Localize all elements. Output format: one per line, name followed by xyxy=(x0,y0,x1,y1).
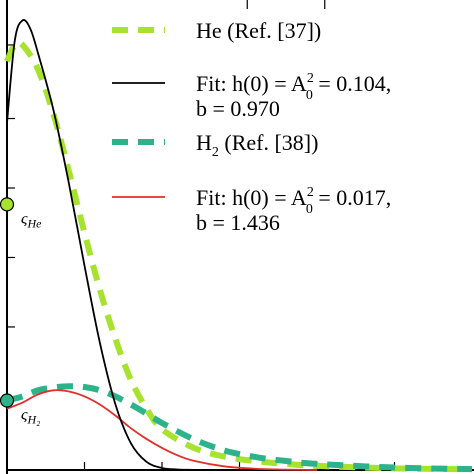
legend-label: Fit: h(0) = A2 0 = 0.017, xyxy=(196,185,391,217)
marker-label: ςH₂ xyxy=(21,407,40,427)
series-layer xyxy=(4,19,473,473)
series-he-fit xyxy=(6,19,240,471)
series-h2-ref xyxy=(6,383,473,473)
markers: ςHe ςH₂ xyxy=(0,197,42,427)
legend-label: H2 (Ref. [38]) xyxy=(196,130,318,160)
legend-label-line2: b = 0.970 xyxy=(196,96,280,121)
legend-label-line2: b = 1.436 xyxy=(196,210,280,235)
series-h2-fit xyxy=(6,389,318,471)
legend-label: He (Ref. [37]) xyxy=(196,18,321,43)
marker-h2 xyxy=(0,393,15,408)
marker-label: ςHe xyxy=(21,210,42,230)
legend-label: Fit: h(0) = A2 0 = 0.104, xyxy=(196,71,391,103)
marker-he xyxy=(0,197,15,212)
legend: He (Ref. [37])Fit: h(0) = A2 0 = 0.104,b … xyxy=(112,18,391,235)
